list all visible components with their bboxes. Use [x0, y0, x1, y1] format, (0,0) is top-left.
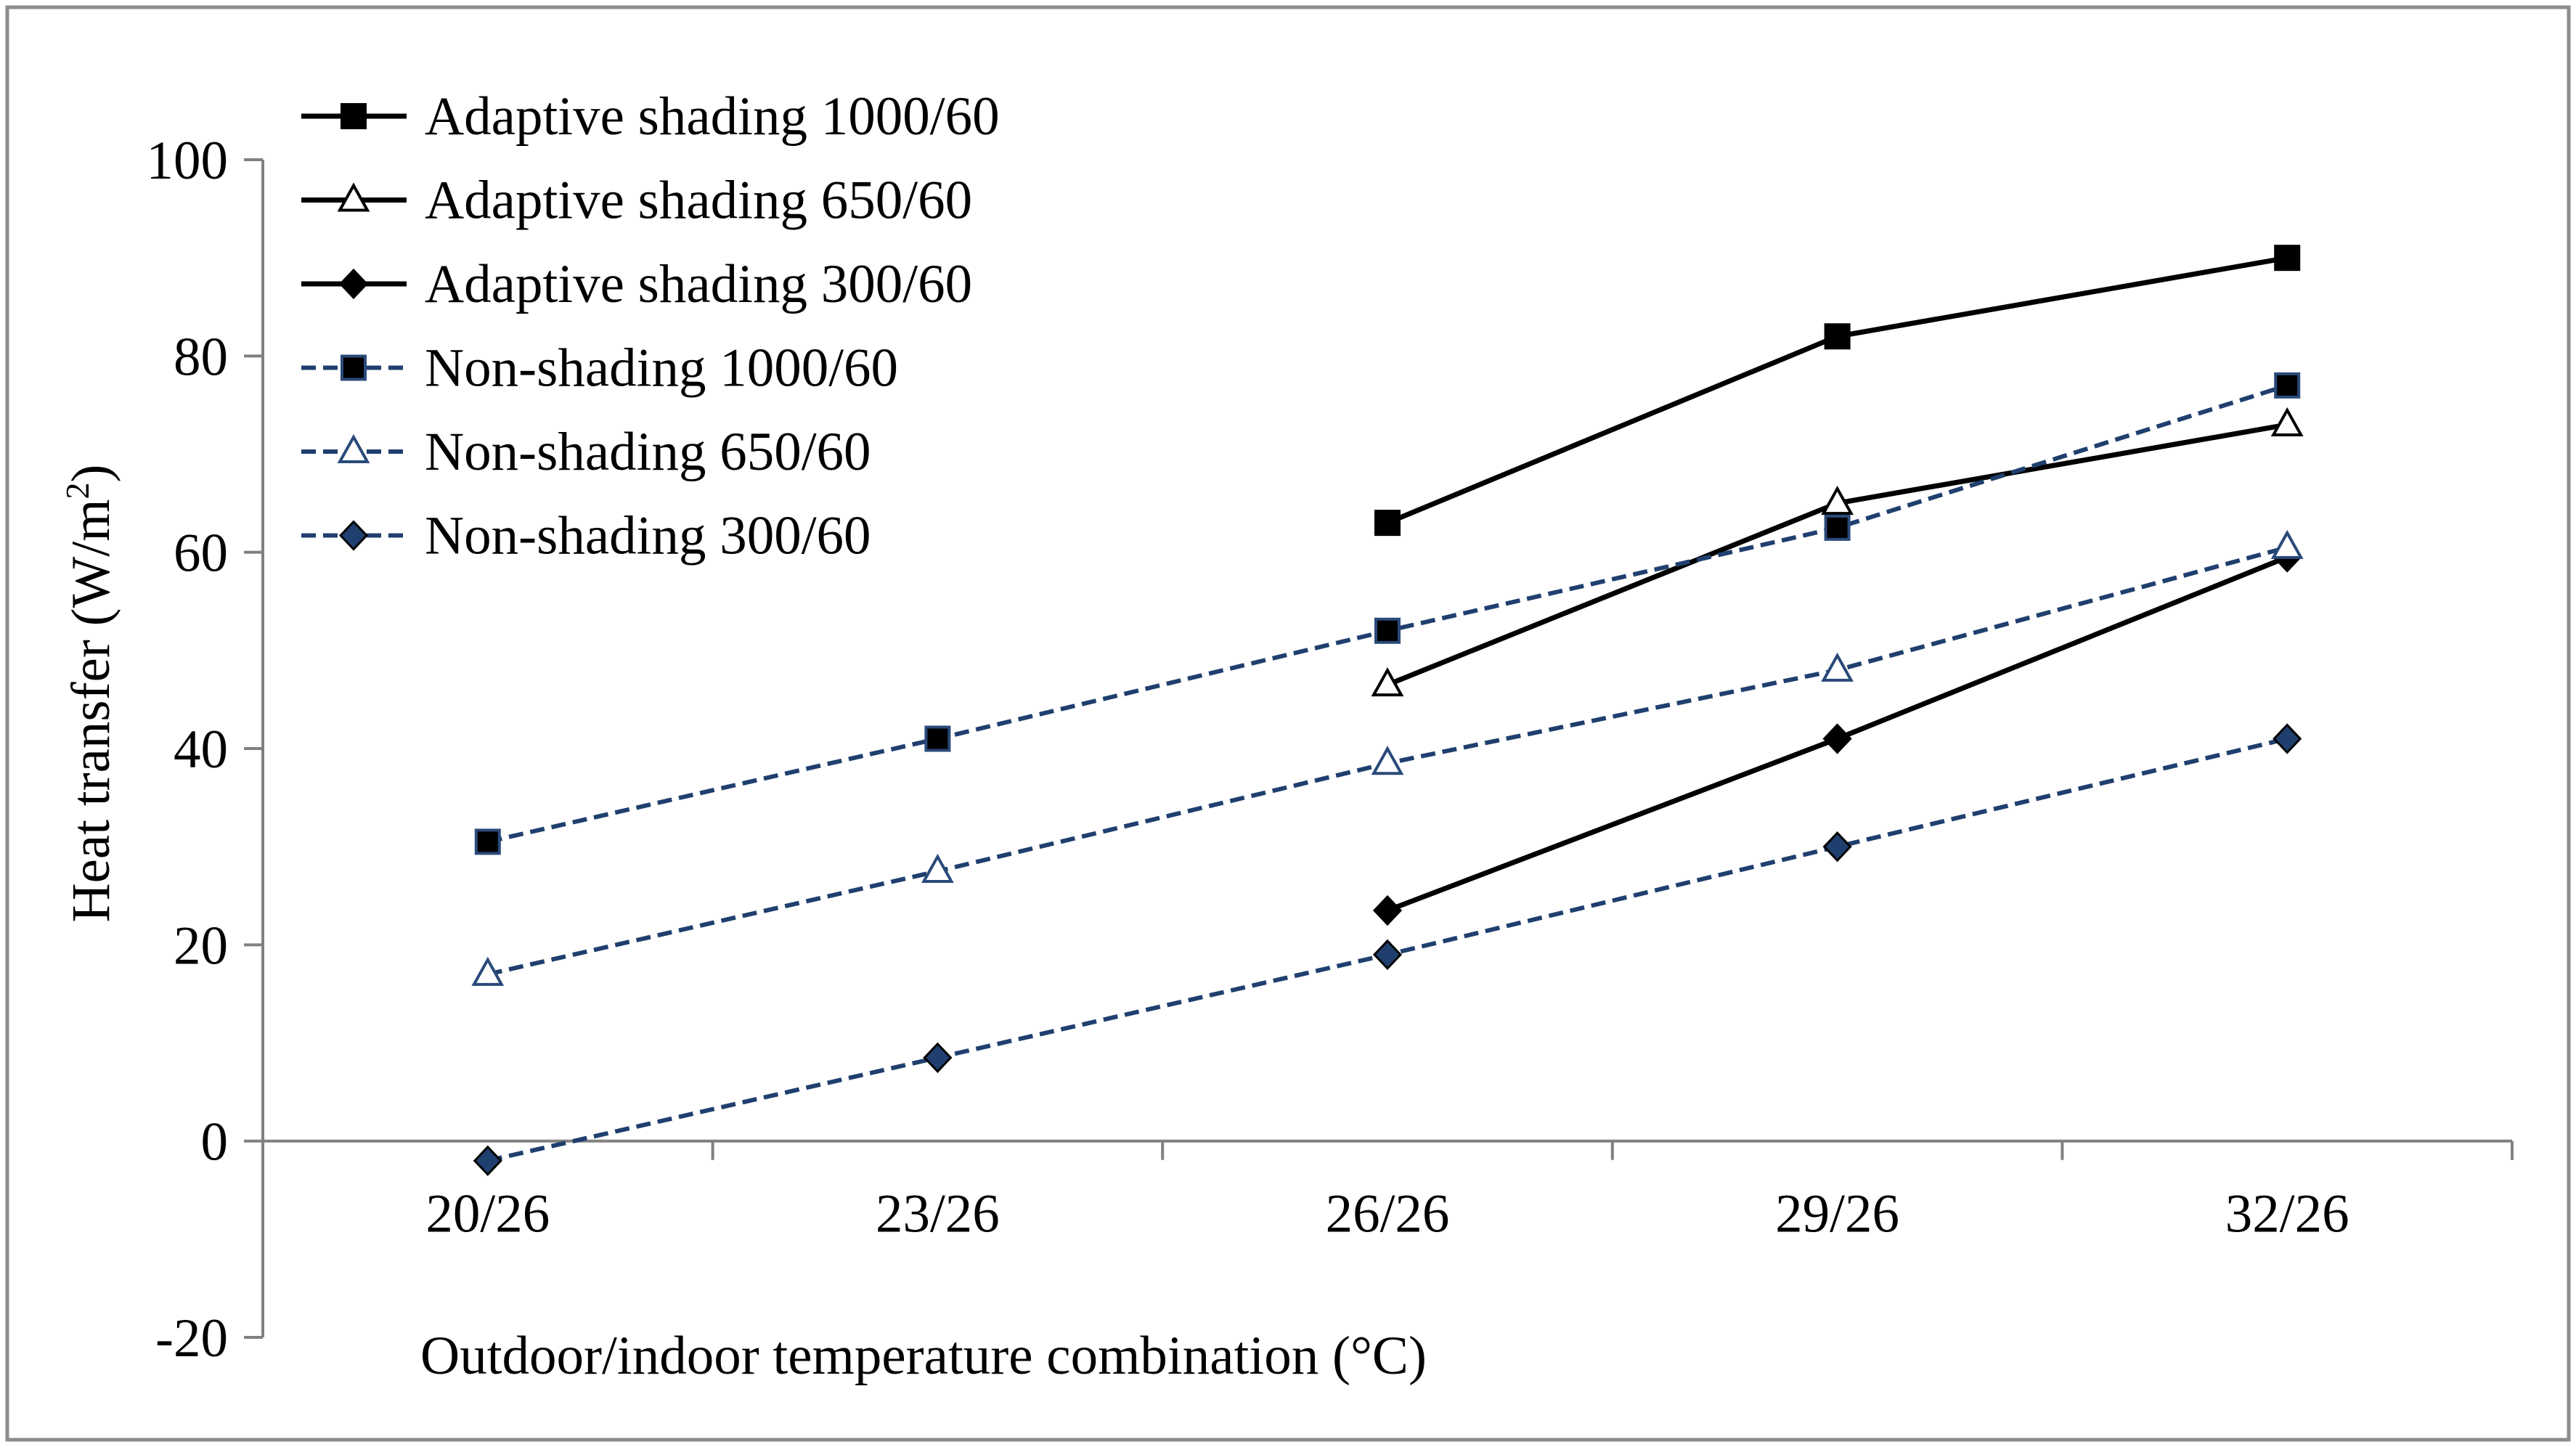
data-point: [1822, 723, 1852, 754]
legend-label: Non-shading 1000/60: [425, 338, 898, 399]
legend-item: Adaptive shading 650/60: [301, 171, 972, 231]
data-point: [924, 725, 951, 752]
legend-item: Adaptive shading 1000/60: [301, 86, 1000, 147]
x-tick-label: 20/26: [425, 1184, 550, 1244]
data-point: [1372, 939, 1403, 971]
legend-marker: [338, 520, 369, 551]
series-5: [471, 529, 2304, 986]
data-point: [1822, 831, 1852, 863]
series-lines: [471, 245, 2304, 1176]
data-point: [1821, 652, 1854, 682]
axes: -20 0 20 40 60 80 100 20/26 23/26 26/26 29/26 32/26: [147, 131, 2514, 1369]
y-tick-label: -20: [155, 1308, 228, 1369]
series-2: [1371, 407, 2304, 697]
data-point: [2274, 372, 2301, 399]
x-axis-title: Outdoor/indoor temperature combination (…: [420, 1326, 1427, 1386]
x-tick-label: 29/26: [1775, 1184, 1899, 1244]
x-tick-label: 26/26: [1326, 1184, 1450, 1244]
legend-item: Non-shading 1000/60: [301, 338, 898, 399]
y-tick-label: 0: [201, 1112, 229, 1173]
data-point: [1821, 485, 1854, 515]
y-axis-title-superscript: 2: [59, 482, 96, 499]
legend-item: Non-shading 300/60: [301, 506, 871, 566]
legend-marker: [338, 268, 369, 300]
data-point: [1824, 323, 1851, 350]
data-point: [2273, 723, 2302, 754]
series-4: [474, 372, 2301, 855]
legend-marker: [337, 433, 370, 463]
x-tick-label: 23/26: [876, 1184, 1000, 1244]
data-point: [2270, 407, 2304, 436]
data-point: [1374, 617, 1401, 644]
data-point: [1371, 667, 1404, 697]
y-axis-title-close: ): [61, 464, 121, 482]
y-tick-label: 100: [147, 131, 229, 191]
y-tick-label: 80: [174, 327, 228, 387]
data-point: [921, 853, 954, 883]
data-point: [923, 1042, 953, 1073]
legend-marker: [337, 182, 370, 212]
legend-label: Non-shading 300/60: [425, 506, 871, 566]
legend-item: Adaptive shading 300/60: [301, 254, 972, 314]
legend-label: Non-shading 650/60: [425, 422, 871, 482]
legend-label: Adaptive shading 650/60: [425, 171, 972, 231]
series-6: [473, 723, 2302, 1176]
y-tick-label: 60: [174, 523, 228, 584]
data-point: [473, 1145, 502, 1176]
y-tick-label: 40: [174, 720, 228, 780]
legend-label: Adaptive shading 1000/60: [425, 86, 1000, 147]
y-axis-title-text: Heat transfer (W/m: [61, 499, 121, 922]
legend-item: Non-shading 650/60: [301, 422, 871, 482]
data-point: [1824, 514, 1851, 541]
y-tick-label: 20: [174, 916, 228, 976]
data-point: [2274, 245, 2301, 272]
data-point: [474, 828, 501, 855]
y-axis-title: Heat transfer (W/m2): [59, 464, 121, 922]
data-point: [2270, 529, 2304, 559]
series-1: [1374, 245, 2301, 537]
data-point: [1371, 746, 1404, 775]
x-tick-label: 32/26: [2225, 1184, 2349, 1244]
legend-marker: [341, 354, 367, 381]
data-point: [1374, 510, 1401, 537]
legend-label: Adaptive shading 300/60: [425, 254, 972, 314]
legend: Adaptive shading 1000/60 Adaptive shading…: [301, 86, 1000, 566]
data-point: [471, 956, 505, 986]
legend-marker: [341, 103, 367, 129]
chart-border: [5, 5, 2571, 1442]
data-point: [1372, 894, 1403, 926]
